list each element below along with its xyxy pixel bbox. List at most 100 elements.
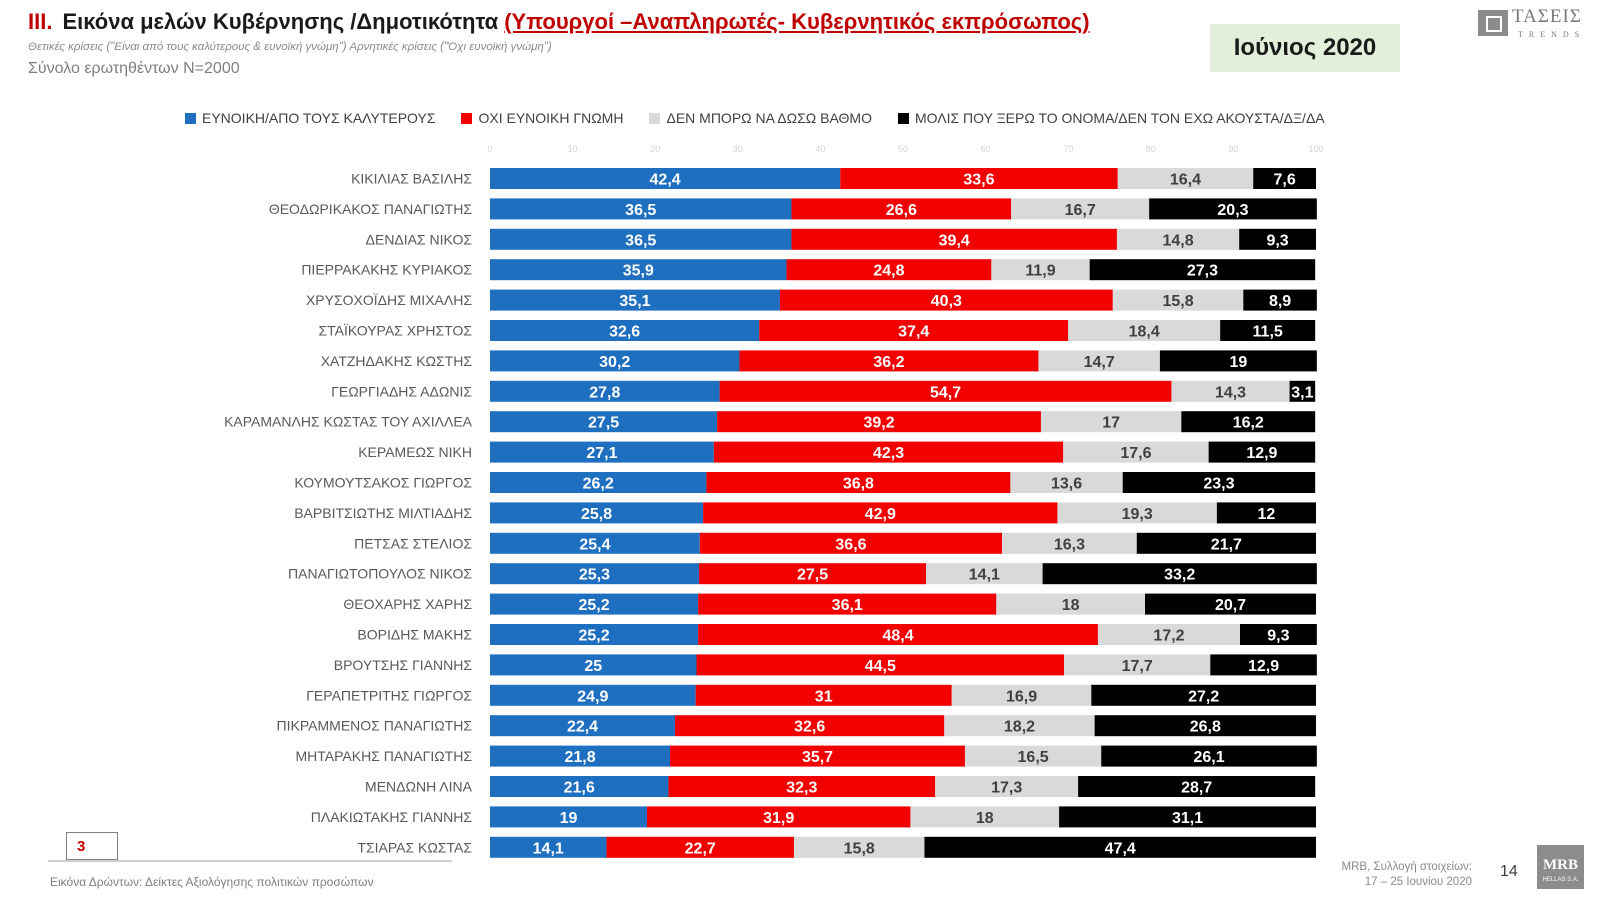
data-label: 20,7 xyxy=(1215,597,1246,614)
bar-segment xyxy=(996,593,1146,615)
bar-segment xyxy=(759,320,1069,341)
data-label: 54,7 xyxy=(930,384,961,401)
bar-segment xyxy=(696,654,1065,676)
category-label: ΓΕΩΡΓΙΑΔΗΣ ΑΔΩΝΙΣ xyxy=(331,383,472,399)
data-label: 17 xyxy=(1102,415,1120,432)
data-label: 22,4 xyxy=(567,719,598,736)
data-label: 25,3 xyxy=(579,567,610,584)
bar-segment xyxy=(646,806,911,828)
x-tick-label: 100 xyxy=(1308,144,1323,154)
bar-segment xyxy=(786,259,992,281)
category-label: ΠΙΚΡΑΜΜΕΝΟΣ ΠΑΝΑΓΙΩΤΗΣ xyxy=(277,718,473,734)
bar-segment xyxy=(490,350,740,372)
data-label: 8,9 xyxy=(1269,293,1291,310)
data-label: 22,7 xyxy=(685,840,716,857)
data-label: 18 xyxy=(976,810,994,827)
bar-segment xyxy=(490,745,671,767)
data-label: 15,8 xyxy=(844,840,875,857)
data-label: 14,8 xyxy=(1162,232,1193,249)
bar-segment xyxy=(668,776,936,797)
sample-size: Σύνολο ερωτηθέντων N=2000 xyxy=(28,60,240,77)
x-tick-label: 20 xyxy=(650,144,660,154)
bar-segment xyxy=(1059,806,1316,828)
bar-segment xyxy=(719,380,1172,402)
bar-segment xyxy=(490,715,676,737)
category-label: ΘΕΟΧΑΡΗΣ ΧΑΡΗΣ xyxy=(343,596,472,612)
data-label: 31,9 xyxy=(763,810,794,827)
footer-divider xyxy=(48,860,452,862)
legend-item-favorable: ΕΥΝΟΙΚΗ/ΑΠΟ ΤΟΥΣ ΚΑΛΥΤΕΡΟΥΣ xyxy=(185,110,435,126)
category-label: ΠΙΕΡΡΑΚΑΚΗΣ ΚΥΡΙΑΚΟΣ xyxy=(301,262,472,278)
bar-segment xyxy=(490,502,704,524)
tasis-logo-brand: ΤΑΣΕΙΣ xyxy=(1512,6,1582,27)
data-label: 18,2 xyxy=(1004,719,1035,736)
title-subtitle: (Υπουργοί –Αναπληρωτές- Κυβερνητικός εκπ… xyxy=(504,9,1090,34)
data-label: 26,8 xyxy=(1190,719,1221,736)
chart-legend: ΕΥΝΟΙΚΗ/ΑΠΟ ΤΟΥΣ ΚΑΛΥΤΕΡΟΥΣ ΟΧΙ ΕΥΝΟΙΚΗ … xyxy=(185,110,1325,126)
bar-segment xyxy=(791,198,1012,220)
bar-segment xyxy=(490,532,700,554)
category-label: ΒΟΡΙΔΗΣ ΜΑΚΗΣ xyxy=(357,627,472,643)
bar-segment xyxy=(1078,776,1316,797)
bar-segment xyxy=(1002,532,1137,554)
bar-segment xyxy=(1112,289,1244,311)
bar-segment xyxy=(1068,320,1221,341)
bar-segment xyxy=(964,745,1102,767)
data-label: 36,2 xyxy=(873,354,904,371)
bar-segment xyxy=(490,411,718,433)
data-label: 17,2 xyxy=(1153,628,1184,645)
category-label: ΠΑΝΑΓΙΩΤΟΠΟΥΛΟΣ ΝΙΚΟΣ xyxy=(288,566,472,582)
bar-segment xyxy=(1159,350,1317,372)
data-label: 24,9 xyxy=(577,688,608,705)
category-label: ΧΑΤΖΗΔΑΚΗΣ ΚΩΣΤΗΣ xyxy=(321,353,473,369)
legend-swatch-red xyxy=(461,112,473,124)
data-label: 35,1 xyxy=(619,293,650,310)
data-label: 15,8 xyxy=(1162,293,1193,310)
data-label: 19 xyxy=(560,810,578,827)
bar-segment xyxy=(703,502,1058,524)
bar-segment xyxy=(1210,654,1317,676)
bar-segment xyxy=(490,168,841,189)
bar-segment xyxy=(1064,654,1211,676)
bar-segment xyxy=(924,836,1316,858)
data-label: 25,8 xyxy=(581,506,612,523)
legend-item-unfavorable: ΟΧΙ ΕΥΝΟΙΚΗ ΓΝΩΜΗ xyxy=(461,110,623,126)
data-label: 26,2 xyxy=(583,476,614,493)
section-page-box: 3 xyxy=(66,832,118,860)
tasis-logo-icon xyxy=(1478,10,1508,36)
bar-segment xyxy=(490,654,697,676)
bar-segment xyxy=(490,198,792,220)
category-label: ΓΕΡΑΠΕΤΡΙΤΗΣ ΓΙΩΡΓΟΣ xyxy=(306,687,472,703)
legend-swatch-gray xyxy=(649,112,661,124)
bar-segment xyxy=(1239,228,1316,250)
data-label: 19,3 xyxy=(1122,506,1153,523)
data-label: 36,1 xyxy=(832,597,863,614)
data-label: 30,2 xyxy=(599,354,630,371)
bar-segment xyxy=(1010,472,1123,493)
data-label: 16,4 xyxy=(1170,172,1201,189)
bar-segment xyxy=(1145,593,1316,615)
bar-segment xyxy=(944,715,1095,737)
category-label: ΚΟΥΜΟΥΤΣΑΚΟΣ ΓΙΩΡΓΟΣ xyxy=(294,475,472,491)
bar-segment xyxy=(1216,502,1316,524)
data-label: 17,3 xyxy=(991,780,1022,797)
bar-segment xyxy=(490,624,699,645)
bar-segment xyxy=(935,776,1079,797)
data-label: 18,4 xyxy=(1129,324,1160,341)
legend-label: ΔΕΝ ΜΠΟΡΩ ΝΑ ΔΩΣΩ ΒΑΘΜΟ xyxy=(666,110,872,126)
bar-segment xyxy=(1038,350,1160,372)
bar-segment xyxy=(490,836,607,858)
legend-label: ΜΟΛΙΣ ΠΟΥ ΞΕΡΩ ΤΟ ΟΝΟΜΑ/ΔΕΝ ΤΟΝ ΕΧΩ ΑΚΟΥ… xyxy=(914,110,1325,126)
legend-label: ΟΧΙ ΕΥΝΟΙΚΗ ΓΝΩΜΗ xyxy=(478,110,624,126)
data-label: 16,3 xyxy=(1054,536,1085,553)
bar-segment xyxy=(791,228,1117,250)
bar-segment xyxy=(1208,441,1316,463)
category-label: ΚΙΚΙΛΙΑΣ ΒΑΣΙΛΗΣ xyxy=(351,171,472,187)
source-line-2: 17 – 25 Ιουνίου 2020 xyxy=(1364,876,1472,888)
data-label: 14,1 xyxy=(533,840,564,857)
data-label: 17,6 xyxy=(1120,445,1151,462)
data-label: 9,3 xyxy=(1266,232,1288,249)
data-label: 3,1 xyxy=(1291,384,1313,401)
data-label: 18 xyxy=(1062,597,1080,614)
bar-segment xyxy=(840,168,1118,189)
